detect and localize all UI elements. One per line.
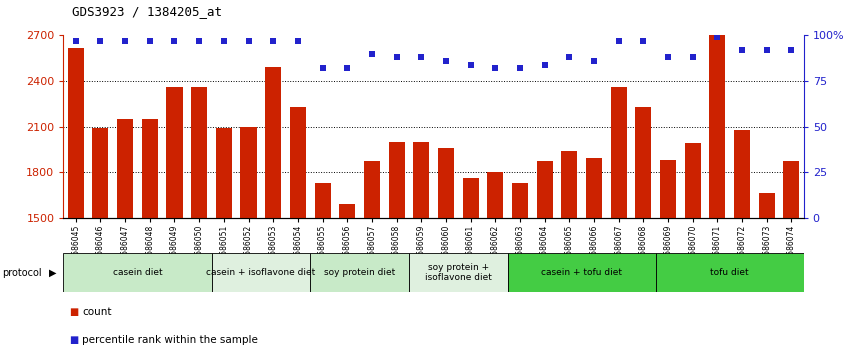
Bar xyxy=(240,126,256,354)
Bar xyxy=(388,142,404,354)
Bar xyxy=(409,253,508,292)
Bar xyxy=(265,67,281,354)
Bar xyxy=(586,159,602,354)
Bar xyxy=(487,172,503,354)
Bar xyxy=(167,87,183,354)
Bar xyxy=(191,87,207,354)
Bar xyxy=(310,253,409,292)
Bar xyxy=(212,253,310,292)
Bar xyxy=(709,35,725,354)
Bar xyxy=(561,151,577,354)
Text: soy protein diet: soy protein diet xyxy=(324,268,395,277)
Bar xyxy=(63,253,211,292)
Bar xyxy=(315,183,331,354)
Bar xyxy=(759,193,775,354)
Bar xyxy=(656,253,804,292)
Bar xyxy=(364,161,380,354)
Text: soy protein +
isoflavone diet: soy protein + isoflavone diet xyxy=(425,263,492,282)
Text: casein diet: casein diet xyxy=(113,268,162,277)
Bar xyxy=(783,161,799,354)
Bar xyxy=(68,47,84,354)
Bar xyxy=(290,107,306,354)
Bar xyxy=(734,130,750,354)
Text: percentile rank within the sample: percentile rank within the sample xyxy=(82,335,258,345)
Bar xyxy=(339,204,355,354)
Text: casein + isoflavone diet: casein + isoflavone diet xyxy=(206,268,316,277)
Text: ■: ■ xyxy=(69,335,79,345)
Bar xyxy=(660,160,676,354)
Text: protocol: protocol xyxy=(2,268,41,278)
Bar xyxy=(611,87,627,354)
Bar xyxy=(92,128,108,354)
Bar xyxy=(117,119,133,354)
Text: ▶: ▶ xyxy=(49,268,57,278)
Bar xyxy=(413,142,429,354)
Bar xyxy=(438,148,454,354)
Bar xyxy=(512,183,528,354)
Text: count: count xyxy=(82,307,112,316)
Bar xyxy=(142,119,158,354)
Bar xyxy=(684,143,700,354)
Bar xyxy=(536,161,552,354)
Text: casein + tofu diet: casein + tofu diet xyxy=(541,268,622,277)
Bar xyxy=(463,178,479,354)
Bar xyxy=(216,128,232,354)
Text: tofu diet: tofu diet xyxy=(711,268,749,277)
Text: GDS3923 / 1384205_at: GDS3923 / 1384205_at xyxy=(72,5,222,18)
Bar xyxy=(508,253,656,292)
Text: ■: ■ xyxy=(69,307,79,316)
Bar xyxy=(635,107,651,354)
